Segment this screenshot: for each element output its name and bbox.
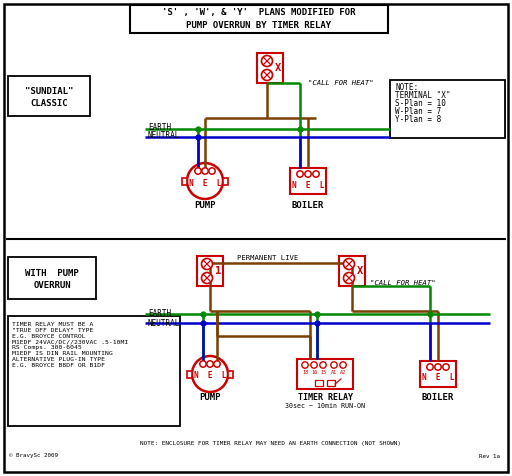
- Circle shape: [262, 56, 272, 67]
- Circle shape: [435, 364, 441, 370]
- Bar: [130, 5, 388, 33]
- Circle shape: [209, 168, 215, 174]
- Text: N  E  L: N E L: [189, 178, 221, 188]
- Bar: [182, 178, 187, 185]
- Bar: [297, 359, 353, 389]
- Circle shape: [344, 272, 354, 284]
- Circle shape: [202, 168, 208, 174]
- Circle shape: [305, 171, 311, 177]
- Text: PERMANENT LIVE: PERMANENT LIVE: [238, 255, 298, 261]
- Bar: [390, 80, 505, 138]
- Circle shape: [340, 362, 346, 368]
- Bar: [257, 53, 283, 83]
- Circle shape: [195, 168, 201, 174]
- Bar: [315, 380, 323, 386]
- Text: N  E  L: N E L: [194, 371, 226, 380]
- Text: W-Plan = 7: W-Plan = 7: [395, 107, 441, 116]
- Text: © BravySc 2009: © BravySc 2009: [9, 454, 58, 458]
- Text: Rev 1a: Rev 1a: [479, 454, 500, 458]
- Text: WITH  PUMP: WITH PUMP: [25, 269, 79, 278]
- Text: N  E  L: N E L: [292, 180, 324, 189]
- Bar: [420, 361, 456, 387]
- Text: S-Plan = 10: S-Plan = 10: [395, 99, 446, 108]
- Circle shape: [187, 163, 223, 199]
- Text: 16: 16: [311, 369, 317, 375]
- Text: NOTE:: NOTE:: [395, 83, 418, 92]
- Text: EARTH: EARTH: [148, 309, 171, 318]
- Bar: [197, 256, 223, 286]
- Text: NEUTRAL: NEUTRAL: [148, 131, 180, 140]
- Circle shape: [344, 258, 354, 269]
- Text: "CALL FOR HEAT": "CALL FOR HEAT": [308, 80, 374, 86]
- Circle shape: [297, 171, 303, 177]
- Circle shape: [302, 362, 308, 368]
- Text: N  E  L: N E L: [422, 374, 454, 383]
- Text: A1: A1: [331, 369, 337, 375]
- Text: TERMINAL "X": TERMINAL "X": [395, 90, 451, 99]
- Text: CLASSIC: CLASSIC: [30, 99, 68, 108]
- Circle shape: [214, 361, 220, 367]
- Circle shape: [427, 364, 433, 370]
- Bar: [187, 370, 192, 377]
- Text: A2: A2: [340, 369, 346, 375]
- Circle shape: [443, 364, 449, 370]
- Bar: [8, 316, 180, 426]
- Circle shape: [311, 362, 317, 368]
- Bar: [290, 168, 326, 194]
- Text: TIMER RELAY MUST BE A
"TRUE OFF DELAY" TYPE
E.G. BROYCE CONTROL
M1EDF 24VAC/DC//: TIMER RELAY MUST BE A "TRUE OFF DELAY" T…: [12, 322, 128, 367]
- Text: 30sec ~ 10min RUN-ON: 30sec ~ 10min RUN-ON: [285, 403, 365, 409]
- Circle shape: [207, 361, 213, 367]
- Circle shape: [202, 258, 212, 269]
- Text: EARTH: EARTH: [148, 123, 171, 132]
- Circle shape: [320, 362, 326, 368]
- Circle shape: [200, 361, 206, 367]
- Circle shape: [262, 69, 272, 80]
- Text: NEUTRAL: NEUTRAL: [148, 318, 180, 327]
- Text: TIMER RELAY: TIMER RELAY: [297, 394, 352, 403]
- Circle shape: [192, 356, 228, 392]
- Bar: [339, 256, 365, 286]
- Circle shape: [313, 171, 319, 177]
- Text: 'S' , 'W', & 'Y'  PLANS MODIFIED FOR: 'S' , 'W', & 'Y' PLANS MODIFIED FOR: [162, 8, 356, 17]
- Text: 18: 18: [302, 369, 308, 375]
- Bar: [8, 76, 90, 116]
- Text: 1: 1: [215, 266, 221, 276]
- Text: PUMP: PUMP: [194, 200, 216, 209]
- Text: X: X: [357, 266, 363, 276]
- Text: OVERRUN: OVERRUN: [33, 281, 71, 290]
- Text: BOILER: BOILER: [422, 394, 454, 403]
- Text: BOILER: BOILER: [292, 200, 324, 209]
- Bar: [327, 380, 335, 386]
- Circle shape: [331, 362, 337, 368]
- Text: Y-Plan = 8: Y-Plan = 8: [395, 115, 441, 123]
- Text: X: X: [275, 63, 281, 73]
- Text: 15: 15: [320, 369, 326, 375]
- Text: "CALL FOR HEAT": "CALL FOR HEAT": [370, 280, 436, 286]
- Bar: [8, 257, 96, 299]
- Circle shape: [202, 272, 212, 284]
- Bar: [223, 178, 228, 185]
- Text: "SUNDIAL": "SUNDIAL": [25, 87, 73, 96]
- Bar: [228, 370, 233, 377]
- Text: NOTE: ENCLOSURE FOR TIMER RELAY MAY NEED AN EARTH CONNECTION (NOT SHOWN): NOTE: ENCLOSURE FOR TIMER RELAY MAY NEED…: [139, 442, 400, 446]
- Text: PUMP: PUMP: [199, 394, 221, 403]
- Text: PUMP OVERRUN BY TIMER RELAY: PUMP OVERRUN BY TIMER RELAY: [186, 21, 332, 30]
